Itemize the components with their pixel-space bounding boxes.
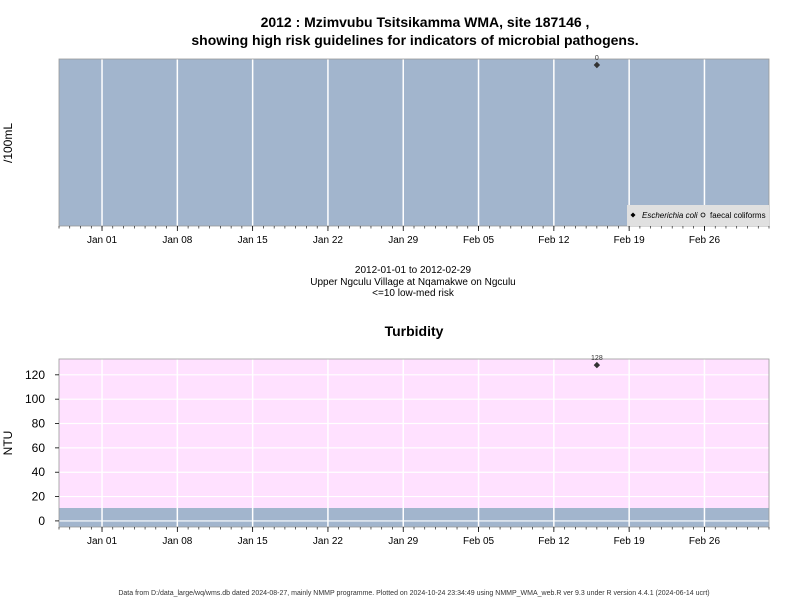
microbial-y-axis-label: /100mL [1,123,15,163]
microbial-panel-grid [101,59,706,226]
turbidity-panel-grid [59,359,769,527]
turbidity-title: Turbidity [385,323,444,339]
x-tick-label: Jan 22 [313,235,343,246]
x-tick-label: Feb 26 [689,536,721,547]
x-tick-label: Feb 26 [689,235,721,246]
x-tick-label: Jan 15 [238,235,268,246]
x-tick-label: Feb 19 [614,235,646,246]
y-tick-label: 40 [32,465,46,479]
low-risk-band [59,508,769,527]
x-tick-label: Jan 29 [388,235,418,246]
turbidity-panel-background [59,359,769,527]
y-tick-label: 0 [38,514,45,528]
legend-ecoli-marker [630,212,636,218]
y-tick-label: 100 [25,392,45,406]
chart-title-line1: 2012 : Mzimvubu Tsitsikamma WMA, site 18… [261,14,590,30]
x-tick-label: Feb 05 [463,536,495,547]
caption-location: Upper Ngculu Village at Nqamakwe on Ngcu… [310,277,515,288]
x-tick-label: Jan 08 [162,235,192,246]
microbial-panel-background [59,59,769,226]
data-point [593,361,601,369]
caption-date-range: 2012-01-01 to 2012-02-29 [355,265,472,276]
data-point-label: 0 [595,55,599,62]
x-tick-label: Feb 12 [538,536,570,547]
microbial-points: 0 [593,55,601,69]
footer-note: Data from D:/data_large/wq/wms.db dated … [118,590,709,597]
x-tick-label: Jan 22 [313,536,343,547]
x-tick-label: Jan 01 [87,536,117,547]
legend-faecal-marker [700,212,706,218]
turbidity-y-axis-label: NTU [1,431,15,456]
legend-ecoli-label: Escherichia coli [642,211,698,220]
caption-risk: <=10 low-med risk [372,288,455,299]
data-point-label: 128 [591,355,603,362]
x-tick-label: Jan 08 [162,536,192,547]
legend-faecal-label: faecal coliforms [710,211,766,220]
legend-background [627,205,769,226]
y-tick-label: 120 [25,368,45,382]
x-tick-label: Feb 19 [614,536,646,547]
data-point [593,61,601,69]
y-tick-label: 60 [32,441,46,455]
y-tick-label: 80 [32,417,46,431]
x-tick-label: Feb 12 [538,235,570,246]
microbial-legend: Escherichia coli faecal coliforms [627,205,769,226]
microbial-x-axis: Jan 01 Jan 08 Jan 15 Jan 22 Jan 29 Feb 05 Feb … [58,226,770,246]
turbidity-x-axis: Jan 01 Jan 08 Jan 15 Jan 22 Jan 29 Feb 05 Feb … [58,527,770,547]
x-tick-label: Jan 29 [388,536,418,547]
turbidity-y-axis: 0 20 40 60 80 100 120 [25,368,59,528]
chart-title-line2: showing high risk guidelines for indicat… [191,32,638,48]
turbidity-points: 128 [591,355,603,369]
x-tick-label: Jan 15 [238,536,268,547]
x-tick-label: Jan 01 [87,235,117,246]
y-tick-label: 20 [32,490,46,504]
x-tick-label: Feb 05 [463,235,495,246]
